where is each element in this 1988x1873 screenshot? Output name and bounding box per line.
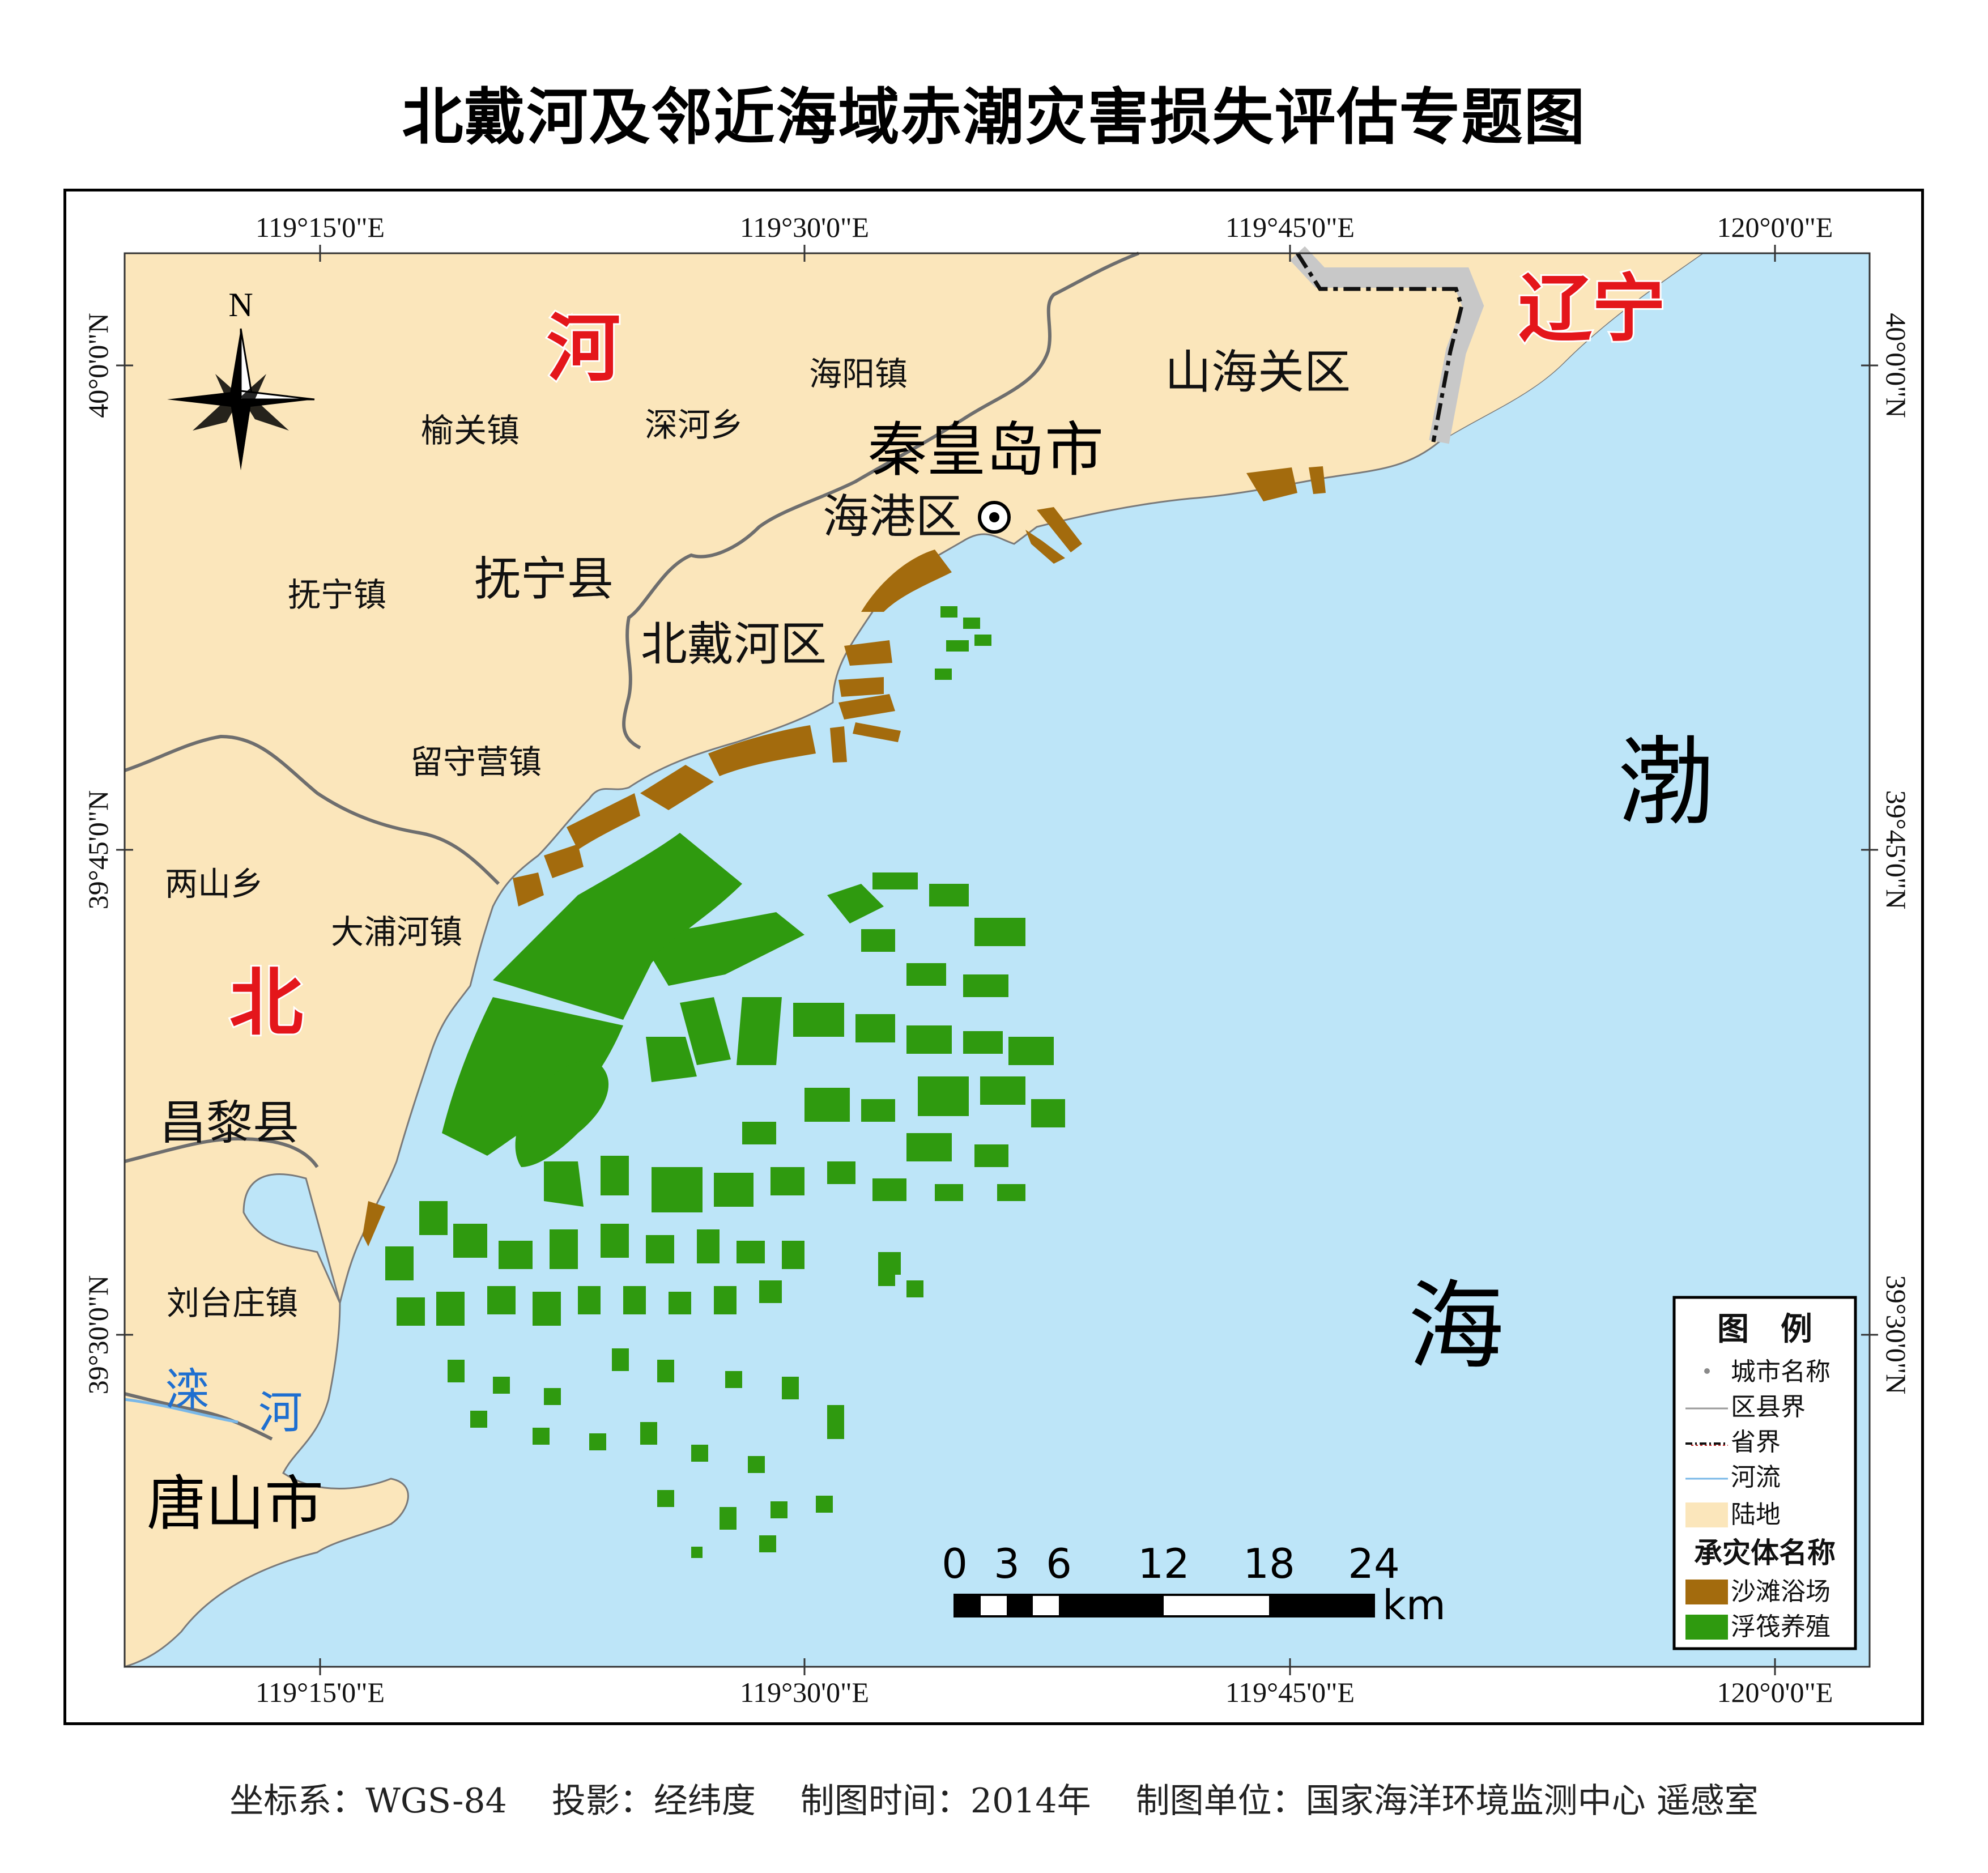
label-town-liangshan: 两山乡 — [165, 865, 263, 903]
footer-projection: 投影：经纬度 — [551, 1781, 756, 1821]
county-boundaries — [124, 252, 1140, 1441]
footer-date: 制图时间：2014年 — [800, 1781, 1091, 1821]
scale-tick-12: 12 — [1138, 1540, 1190, 1587]
legend-beach-swatch — [1685, 1580, 1728, 1604]
province-border-line — [1296, 252, 1464, 442]
legend-raft-swatch — [1685, 1615, 1728, 1640]
lon-label-top-4: 120°0'0"E — [1717, 211, 1833, 243]
scale-tick-0: 0 — [942, 1540, 968, 1587]
scale-tick-6: 6 — [1046, 1540, 1072, 1587]
raft-aquaculture-scattered — [385, 606, 1065, 1558]
legend-item-province: 省界 — [1731, 1428, 1781, 1457]
legend-land-swatch — [1685, 1502, 1728, 1527]
label-river-luan-1: 滦 — [165, 1365, 209, 1416]
label-county-changli: 昌黎县 — [160, 1096, 299, 1150]
lat-label-right-2: 39°45'0"N — [1880, 790, 1912, 910]
north-label: N — [228, 286, 253, 323]
scale-tick-24: 24 — [1348, 1540, 1400, 1587]
lon-label-bottom-3: 119°45'0"E — [1225, 1676, 1355, 1708]
label-river-luan-2: 河 — [258, 1387, 303, 1438]
beach-resorts — [363, 466, 1326, 1246]
label-district-shanhaiguan: 山海关区 — [1165, 346, 1351, 399]
lon-label-bottom-4: 120°0'0"E — [1717, 1676, 1833, 1708]
lat-label-left-2: 39°45'0"N — [82, 790, 114, 910]
lat-label-right-1: 40°0'0"N — [1880, 313, 1912, 418]
lon-label-bottom-2: 119°30'0"E — [740, 1676, 869, 1708]
label-town-liutaizhuang: 刘台庄镇 — [167, 1284, 298, 1322]
lon-label-top-3: 119°45'0"E — [1225, 211, 1355, 243]
legend-category-beach: 沙滩浴场 — [1731, 1577, 1831, 1606]
river-line — [124, 1398, 239, 1424]
label-province-hebei-1: 河 — [547, 305, 620, 391]
map-frame — [63, 189, 1924, 1725]
legend-item-river: 河流 — [1731, 1463, 1781, 1492]
scale-tick-3: 3 — [994, 1540, 1020, 1587]
legend-title: 图 例 — [1717, 1311, 1812, 1348]
land-liaoning — [1439, 253, 1702, 442]
label-town-shenhe: 深河乡 — [645, 406, 743, 444]
label-town-haiyang: 海阳镇 — [809, 355, 908, 393]
map-footer: 坐标系：WGS-84 投影：经纬度 制图时间：2014年 制图单位：国家海洋环境… — [0, 1773, 1988, 1823]
label-sea-hai: 海 — [1408, 1271, 1504, 1383]
scale-bar: 0 3 6 12 18 24 km — [942, 1540, 1446, 1629]
label-city-qinhuangdao: 秦皇岛市 — [868, 415, 1104, 484]
legend-subtitle: 承灾体名称 — [1694, 1536, 1836, 1569]
label-town-dapuhe: 大浦河镇 — [331, 913, 462, 951]
city-marker-icon — [978, 501, 1011, 534]
legend-category-raft: 浮筏养殖 — [1731, 1612, 1831, 1641]
label-county-funing: 抚宁县 — [474, 552, 614, 606]
label-district-beidaihe: 北戴河区 — [641, 618, 827, 671]
scale-unit: km — [1382, 1581, 1446, 1629]
label-sea-bo: 渤 — [1617, 727, 1714, 839]
lat-label-left-1: 40°0'0"N — [82, 313, 114, 418]
graticule-ticks — [116, 245, 1878, 1675]
scale-tick-18: 18 — [1243, 1540, 1295, 1587]
lon-label-top-2: 119°30'0"E — [740, 211, 869, 243]
lon-label-top-1: 119°15'0"E — [256, 211, 385, 243]
label-province-hebei-2: 北 — [229, 960, 303, 1046]
label-town-liushouying: 留守营镇 — [410, 743, 542, 781]
province-border — [1289, 246, 1484, 444]
land-area — [124, 252, 1705, 1668]
map-title: 北戴河及邻近海域赤潮灾害损失评估专题图 — [402, 82, 1586, 153]
legend-item-county: 区县界 — [1731, 1393, 1806, 1421]
lat-label-left-3: 39°30'0"N — [82, 1275, 114, 1395]
lon-label-bottom-1: 119°15'0"E — [256, 1676, 385, 1708]
label-city-tangshan: 唐山市 — [147, 1469, 323, 1538]
label-district-haigang: 海港区 — [823, 490, 962, 544]
footer-unit: 制图单位：国家海洋环境监测中心 遥感室 — [1135, 1781, 1759, 1821]
legend: 图 例 城市名称 区县界 省界 河流 陆地 承灾体名称 沙滩浴场 浮筏养殖 — [1672, 1296, 1857, 1650]
map-neatline — [124, 252, 1871, 1668]
legend-item-city: 城市名称 — [1731, 1357, 1831, 1386]
north-arrow-icon: N — [167, 286, 315, 470]
legend-item-land: 陆地 — [1731, 1500, 1781, 1529]
lat-label-right-3: 39°30'0"N — [1880, 1275, 1912, 1395]
label-town-funing: 抚宁镇 — [288, 576, 386, 614]
footer-crs: 坐标系：WGS-84 — [229, 1781, 507, 1821]
label-province-liaoning: 辽宁 — [1518, 266, 1666, 352]
label-town-yuguan: 榆关镇 — [421, 411, 520, 450]
legend-city-dot-icon — [1704, 1368, 1710, 1374]
raft-aquaculture — [442, 833, 884, 1207]
